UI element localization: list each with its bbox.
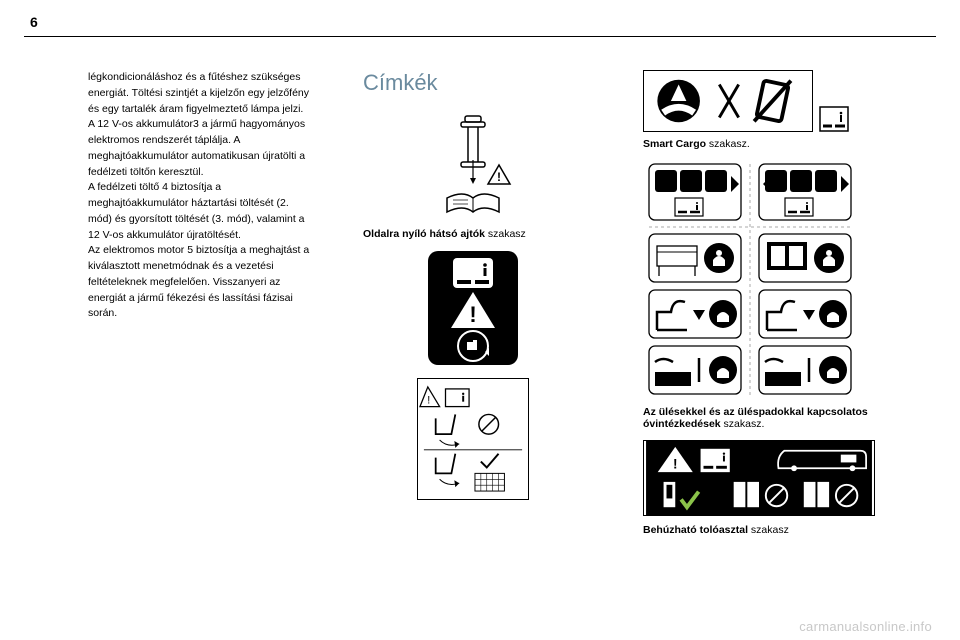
caption-sliding-table-bold: Behúzható tolóasztal (643, 524, 748, 536)
column-2: Címkék ! Oldalra nyíló hátsó ajtók szaka… (345, 70, 625, 536)
paragraph-text: légkondicionáláshoz és a fűtéshez szüksé… (88, 70, 311, 322)
watermark: carmanualsonline.info (799, 619, 932, 634)
caption-smart-cargo: Smart Cargo szakasz. (643, 138, 885, 150)
caption-rear-doors-rest: szakasz (485, 228, 526, 240)
page-number: 6 (30, 14, 38, 30)
caption-sliding-table-rest: szakasz (748, 524, 789, 536)
caption-rear-doors-bold: Oldalra nyíló hátsó ajtók (363, 228, 485, 240)
info-book-icon (819, 106, 849, 132)
svg-text:!: ! (427, 395, 430, 407)
svg-text:!: ! (497, 170, 501, 184)
column-1: légkondicionáláshoz és a fűtéshez szüksé… (0, 70, 345, 536)
column-3: Smart Cargo szakasz. (625, 70, 925, 536)
caption-smart-cargo-rest: szakasz. (706, 138, 750, 150)
caption-seat-precautions-rest: szakasz. (721, 418, 765, 430)
caption-seat-precautions: Az ülésekkel és az üléspadokkal kapcsola… (643, 406, 885, 430)
svg-text:!: ! (673, 456, 678, 471)
caption-rear-doors: Oldalra nyíló hátsó ajtók szakasz (363, 228, 607, 240)
section-heading: Címkék (363, 70, 607, 96)
diagram-sliding-table: ! (643, 440, 875, 516)
svg-text:!: ! (469, 302, 476, 327)
caption-sliding-table: Behúzható tolóasztal szakasz (643, 524, 885, 536)
content-columns: légkondicionáláshoz és a fűtéshez szüksé… (0, 70, 960, 536)
top-divider (24, 36, 936, 37)
diagram-steering-no-phone (643, 70, 813, 132)
diagram-seat-fold: ! (417, 378, 529, 500)
diagram-black-panel: ! (427, 250, 519, 366)
diagram-seat-grid (643, 162, 863, 398)
caption-smart-cargo-bold: Smart Cargo (643, 138, 706, 150)
diagram-post-warning: ! (413, 110, 533, 222)
